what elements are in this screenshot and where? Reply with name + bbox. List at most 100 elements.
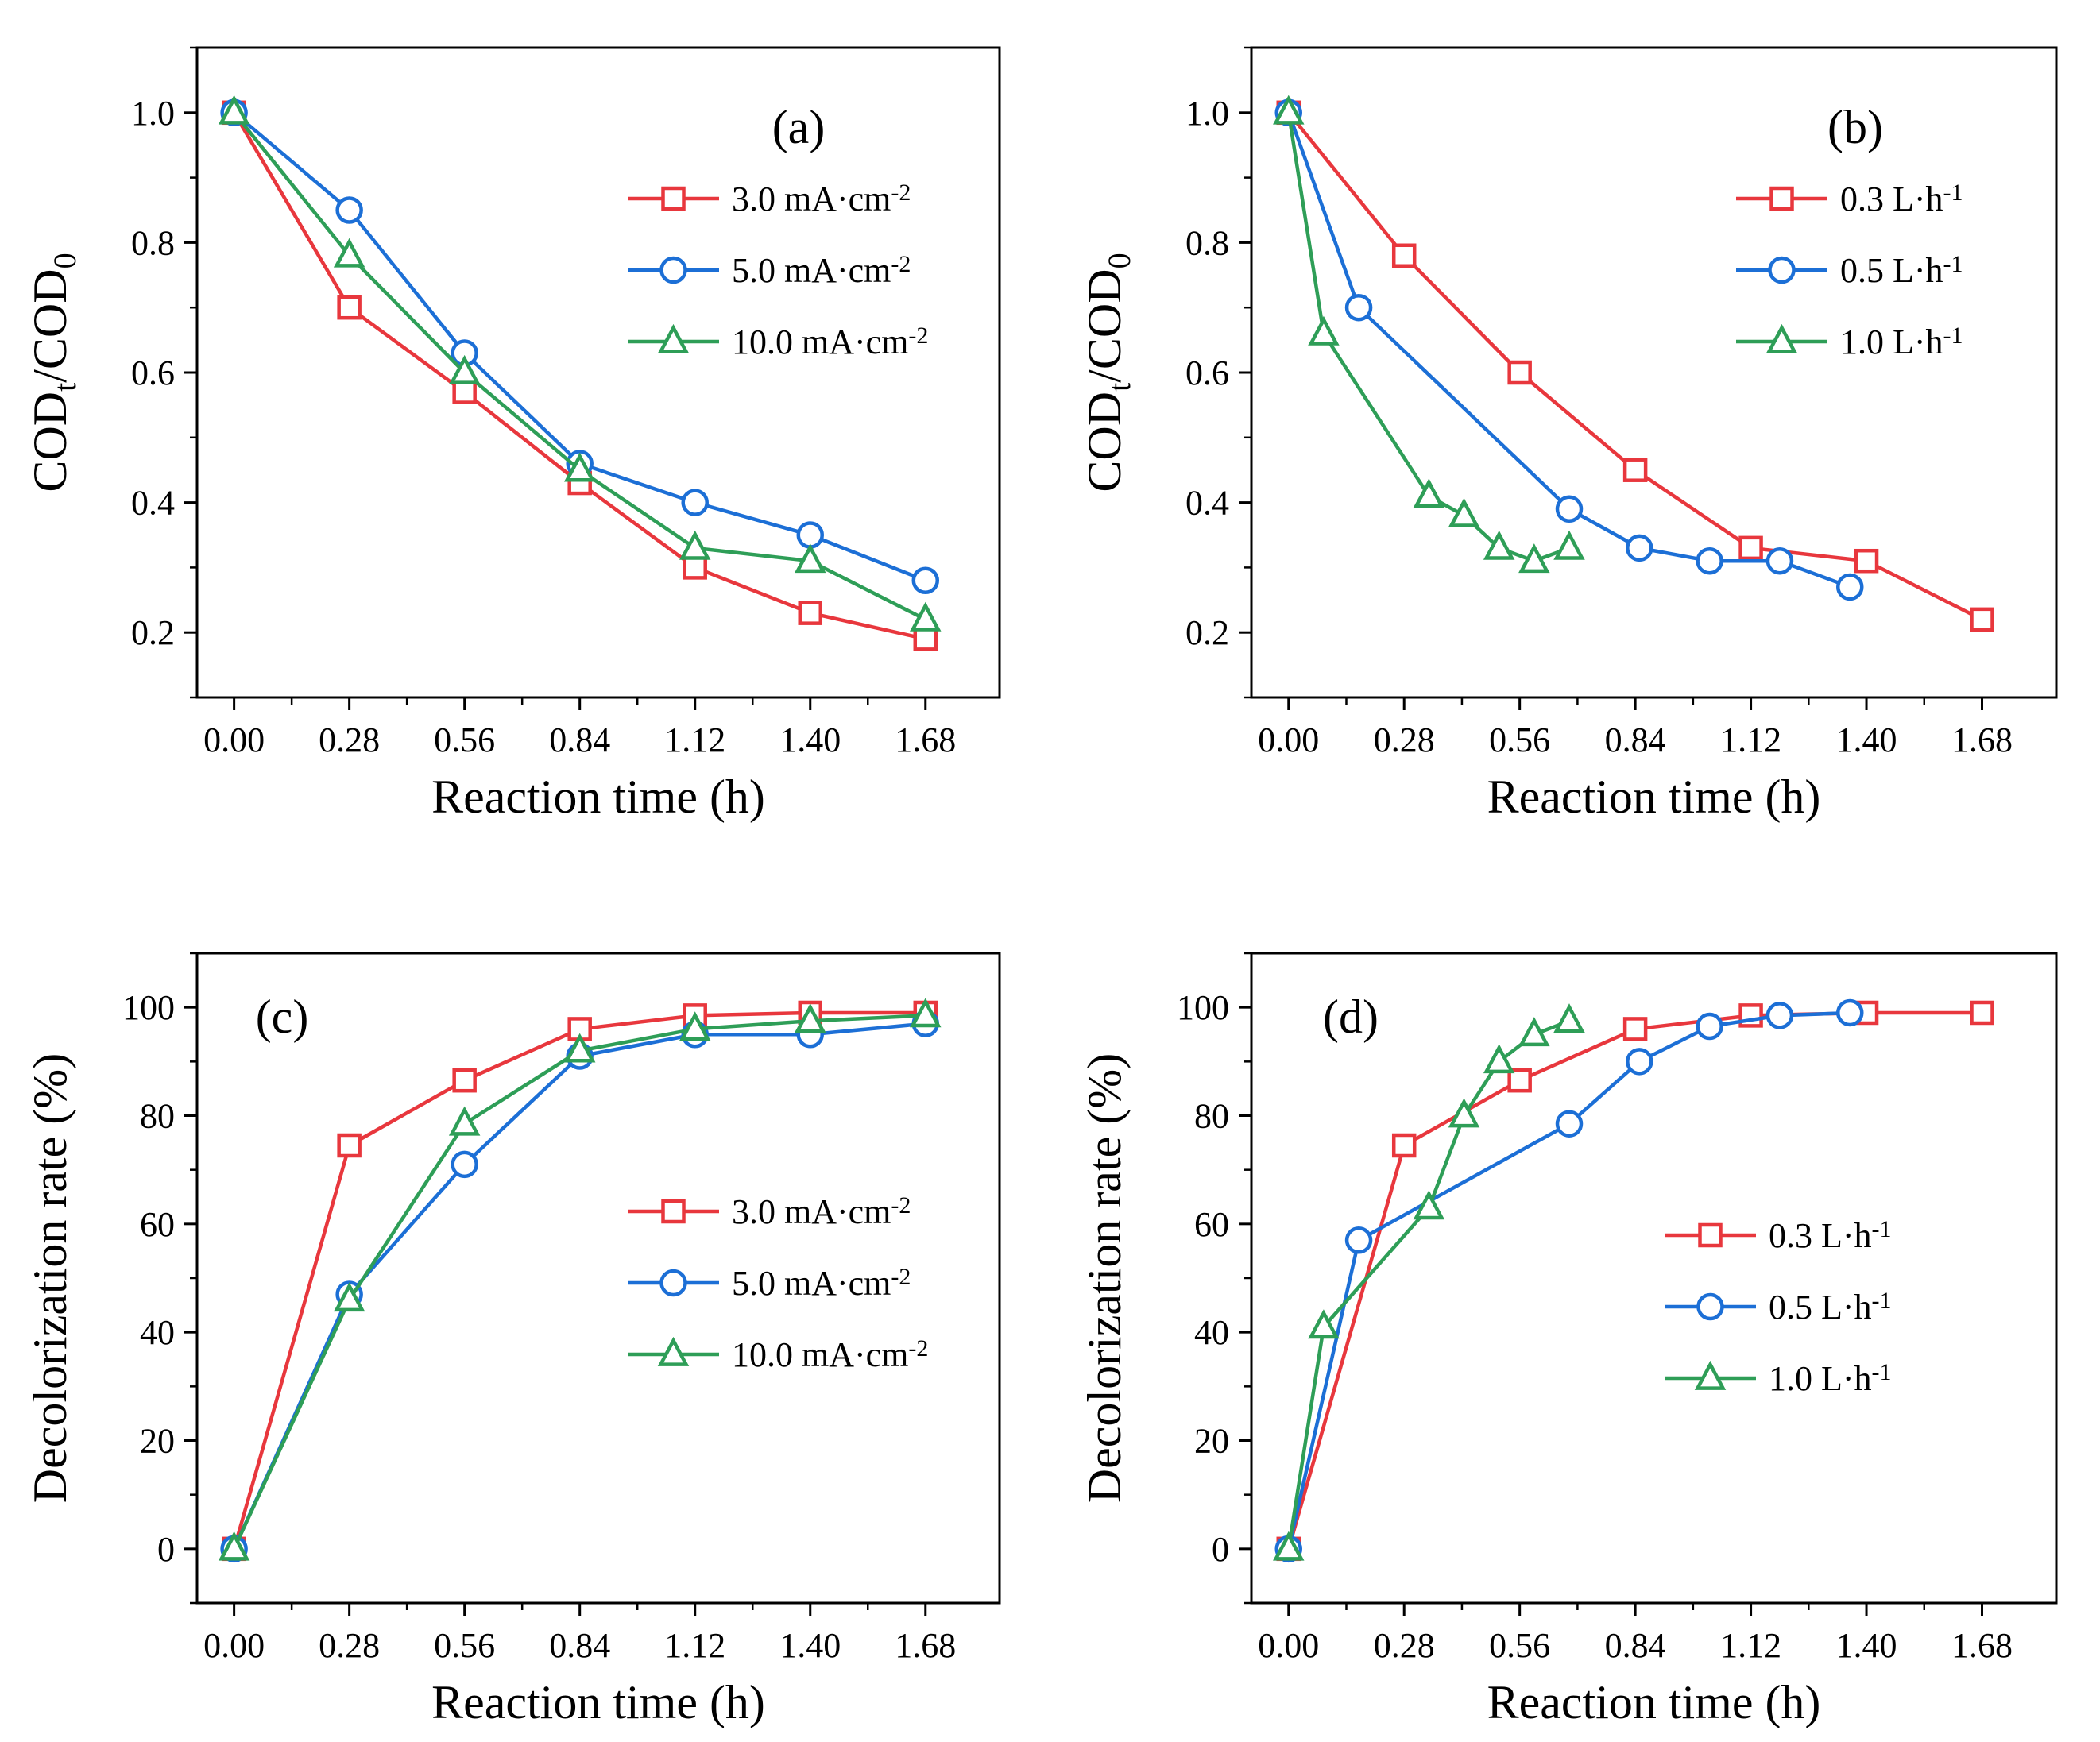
data-point	[1836, 998, 1864, 1027]
legend: 3.0 mA·cm-25.0 mA·cm-210.0 mA·cm-2	[628, 1192, 928, 1375]
x-tick-label: 0.56	[1489, 1626, 1550, 1665]
y-axis-label-part: COD	[1078, 392, 1131, 492]
data-point	[218, 1531, 250, 1561]
y-axis-label: Decolorization rate (%)	[24, 1053, 76, 1503]
y-axis-label: CODt/COD0	[1078, 253, 1137, 492]
data-point	[798, 601, 822, 625]
legend-marker	[1768, 256, 1796, 284]
legend-label-main: 3.0 mA·cm	[732, 180, 891, 218]
data-point	[1622, 458, 1648, 482]
legend-label: 0.3 L·h-1	[1840, 180, 1963, 219]
y-tick-label: 0.4	[131, 484, 175, 523]
legend-label: 1.0 L·h-1	[1769, 1359, 1892, 1399]
legend-marker	[661, 186, 686, 211]
legend-label: 3.0 mA·cm-2	[732, 1192, 911, 1232]
x-tick-label: 0.84	[549, 1626, 610, 1665]
legend-label-superscript: -1	[1943, 323, 1963, 349]
x-tick-label: 1.40	[1836, 720, 1897, 759]
data-point	[1622, 1017, 1648, 1041]
x-tick-label: 0.56	[434, 720, 495, 759]
data-point	[683, 555, 707, 580]
data-point	[1483, 1044, 1515, 1074]
x-tick-label: 0.84	[1605, 720, 1666, 759]
data-point	[333, 1282, 365, 1312]
x-tick-label: 0.28	[319, 1626, 380, 1665]
data-point	[794, 543, 826, 574]
y-tick-label: 0.8	[131, 223, 175, 262]
data-point	[452, 1068, 477, 1093]
data-point	[1738, 535, 1763, 561]
y-axis-label-subscript: 0	[1101, 253, 1137, 268]
legend-label-superscript: -1	[1872, 1216, 1892, 1242]
data-point	[1553, 1003, 1585, 1033]
legend-label-superscript: -2	[891, 1264, 911, 1290]
data-point	[1483, 530, 1515, 560]
legend-marker	[1694, 1360, 1727, 1390]
plot-frame	[1250, 46, 2058, 699]
x-tick-label: 1.68	[895, 720, 956, 759]
y-axis-label: Decolorization rate (%)	[1078, 1053, 1131, 1503]
data-point	[1448, 497, 1480, 527]
legend: 0.3 L·h-10.5 L·h-11.0 L·h-1	[1665, 1216, 1892, 1399]
data-point	[1507, 1068, 1532, 1093]
data-point	[448, 1106, 481, 1136]
data-point	[448, 354, 481, 384]
data-point	[796, 521, 824, 549]
x-tick-label: 0.00	[203, 1626, 265, 1665]
y-tick-label: 0	[157, 1530, 175, 1569]
y-tick-label: 60	[1194, 1205, 1229, 1244]
data-point	[1448, 1098, 1480, 1128]
y-tick-label: 60	[140, 1205, 175, 1244]
data-point	[1626, 1048, 1653, 1076]
y-tick-label: 20	[140, 1422, 175, 1461]
y-tick-label: 20	[1194, 1422, 1229, 1461]
y-axis-label-part: COD	[24, 392, 76, 492]
data-point	[1696, 1012, 1723, 1041]
y-tick-label: 100	[122, 988, 175, 1027]
legend-label: 10.0 mA·cm-2	[732, 323, 928, 362]
legend-label-superscript: -1	[1943, 251, 1963, 277]
data-point	[451, 1150, 478, 1179]
panel-c: 0.00 0.28 0.56 0.84 1.12 1.40 1.68 0 20 40 60 80 100…	[24, 952, 1001, 1728]
legend: 0.3 L·h-10.5 L·h-11.0 L·h-1	[1736, 180, 1963, 362]
legend-label: 1.0 L·h-1	[1840, 323, 1963, 362]
series-2	[218, 95, 942, 632]
data-point	[1413, 478, 1445, 508]
legend-marker	[657, 1336, 690, 1366]
legend-label: 10.0 mA·cm-2	[732, 1335, 928, 1375]
data-point	[337, 1133, 362, 1158]
x-tick-label: 1.68	[895, 1626, 956, 1665]
legend-label-main: 0.3 L·h	[1769, 1216, 1872, 1255]
panel-tag: (c)	[256, 991, 309, 1043]
data-point	[1553, 530, 1585, 560]
legend-label: 5.0 mA·cm-2	[732, 251, 911, 291]
x-tick-label: 1.40	[779, 1626, 841, 1665]
data-point	[1836, 573, 1864, 601]
data-point	[335, 196, 363, 224]
y-tick-label: 100	[1177, 988, 1229, 1027]
data-point	[679, 530, 711, 560]
data-point	[794, 1003, 826, 1033]
series-2	[1273, 95, 1585, 574]
x-tick-label: 0.28	[319, 720, 380, 759]
data-point	[1970, 607, 1994, 632]
plot-frame	[1250, 952, 2058, 1605]
panel-d: 0.00 0.28 0.56 0.84 1.12 1.40 1.68 0 20 40 60 80 100…	[1078, 952, 2058, 1728]
legend-label-main: 0.5 L·h	[1840, 251, 1943, 290]
legend-label-superscript: -1	[1872, 1359, 1892, 1385]
x-tick-label: 0.84	[549, 720, 610, 759]
data-point	[452, 380, 477, 404]
x-tick-label: 0.00	[1258, 720, 1319, 759]
y-axis-label-part: /COD	[24, 268, 76, 382]
legend-marker	[1765, 323, 1798, 353]
y-tick-label: 0.8	[1185, 223, 1229, 262]
data-point	[681, 489, 709, 516]
legend-marker	[657, 323, 690, 353]
legend-label-main: 0.5 L·h	[1769, 1288, 1872, 1327]
data-point	[1391, 243, 1417, 268]
y-tick-label: 0.4	[1185, 484, 1229, 523]
data-point	[679, 1011, 711, 1041]
legend-marker	[661, 1199, 686, 1224]
x-tick-label: 0.56	[1489, 720, 1550, 759]
data-point	[1344, 1226, 1373, 1254]
